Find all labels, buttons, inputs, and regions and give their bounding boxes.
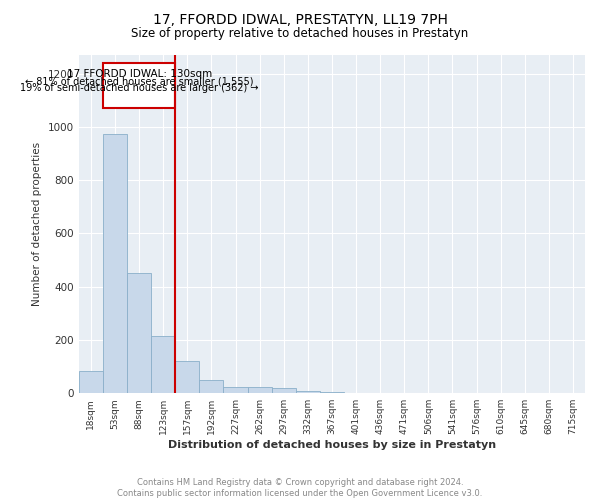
Bar	[175, 362, 199, 393]
Bar	[296, 390, 320, 393]
Bar	[223, 386, 248, 393]
Text: Contains HM Land Registry data © Crown copyright and database right 2024.
Contai: Contains HM Land Registry data © Crown c…	[118, 478, 482, 498]
Y-axis label: Number of detached properties: Number of detached properties	[32, 142, 42, 306]
Bar	[103, 63, 175, 108]
Bar	[103, 134, 127, 393]
X-axis label: Distribution of detached houses by size in Prestatyn: Distribution of detached houses by size …	[168, 440, 496, 450]
Bar	[368, 392, 392, 393]
Bar	[79, 370, 103, 393]
Text: Size of property relative to detached houses in Prestatyn: Size of property relative to detached ho…	[131, 28, 469, 40]
Text: ← 81% of detached houses are smaller (1,555): ← 81% of detached houses are smaller (1,…	[25, 76, 253, 86]
Bar	[344, 392, 368, 393]
Bar	[127, 274, 151, 393]
Text: 17 FFORDD IDWAL: 130sqm: 17 FFORDD IDWAL: 130sqm	[67, 69, 212, 79]
Text: 17, FFORDD IDWAL, PRESTATYN, LL19 7PH: 17, FFORDD IDWAL, PRESTATYN, LL19 7PH	[152, 12, 448, 26]
Bar	[248, 388, 272, 393]
Text: 19% of semi-detached houses are larger (362) →: 19% of semi-detached houses are larger (…	[20, 83, 259, 93]
Bar	[151, 336, 175, 393]
Bar	[272, 388, 296, 393]
Bar	[320, 392, 344, 393]
Bar	[199, 380, 223, 393]
